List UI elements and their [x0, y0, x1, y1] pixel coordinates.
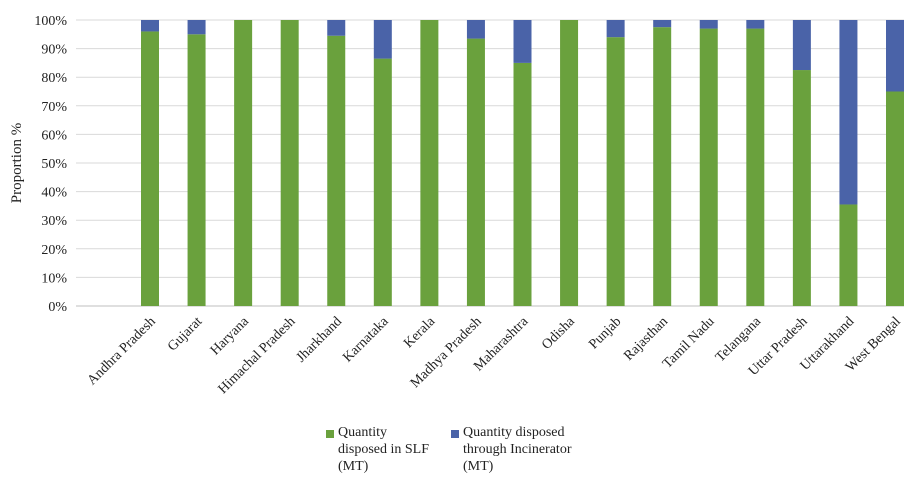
bar-segment-slf	[839, 204, 858, 306]
bar-segment-incinerator	[513, 20, 532, 63]
y-tick-label: 10%	[41, 271, 67, 286]
bar-segment-slf	[234, 20, 253, 306]
legend-item-slf: Quantity disposed in SLF (MT)	[326, 424, 429, 475]
legend-swatch-incinerator	[451, 430, 460, 438]
bar-segment-incinerator	[606, 20, 625, 38]
bar-segment-incinerator	[699, 20, 718, 29]
x-category-label: Haryana	[208, 314, 253, 359]
y-tick-label: 70%	[41, 100, 67, 115]
bar-segment-incinerator	[653, 20, 672, 28]
y-tick-label: 80%	[41, 71, 67, 86]
bar-segment-slf	[513, 62, 532, 307]
bar-segment-incinerator	[327, 20, 346, 36]
legend-label-incinerator: Quantity disposed through Incinerator (M…	[463, 425, 572, 474]
legend-item-incinerator: Quantity disposed through Incinerator (M…	[451, 424, 571, 475]
gridlines	[76, 19, 904, 307]
bar-segment-incinerator	[886, 20, 904, 92]
y-tick-label: 0%	[48, 300, 67, 315]
bar-segment-slf	[699, 28, 718, 307]
bar-segment-slf	[280, 20, 299, 306]
bar-segment-slf	[466, 38, 485, 307]
bar-segment-slf	[653, 27, 672, 307]
x-category-label: Gujarat	[165, 314, 205, 354]
legend: Quantity disposed in SLF (MT) Quantity d…	[326, 424, 571, 475]
bar-segment-incinerator	[373, 20, 392, 59]
y-tick-label: 100%	[34, 14, 67, 29]
bar-segment-slf	[141, 31, 159, 306]
x-category-label: Karnataka	[340, 314, 392, 366]
bar-segment-slf	[792, 70, 811, 306]
bar-segment-slf	[560, 20, 579, 306]
bars	[141, 20, 904, 307]
y-tick-label: 30%	[41, 214, 67, 229]
bar-segment-slf	[606, 37, 625, 306]
x-category-label: Kerala	[401, 314, 439, 352]
y-axis-ticks: 0% 10% 20% 30% 40% 50% 60% 70% 80% 90% 100%	[34, 14, 67, 315]
x-category-label: Punjab	[586, 314, 624, 352]
bar-segment-incinerator	[792, 20, 811, 71]
y-tick-label: 40%	[41, 186, 67, 201]
bar-segment-slf	[327, 35, 346, 306]
bar-segment-slf	[746, 28, 765, 307]
y-axis-label: Proportion %	[9, 123, 25, 203]
x-category-label: Andhra Pradesh	[85, 314, 159, 388]
bar-segment-incinerator	[141, 20, 159, 32]
y-tick-label: 60%	[41, 128, 67, 143]
legend-label-slf: Quantity disposed in SLF (MT)	[338, 425, 430, 474]
legend-swatch-slf	[326, 430, 334, 438]
y-tick-label: 90%	[41, 43, 67, 58]
bar-segment-incinerator	[746, 20, 765, 29]
bar-segment-slf	[187, 34, 206, 307]
x-category-label: Jharkhand	[294, 314, 345, 365]
y-tick-label: 20%	[41, 243, 67, 258]
bar-segment-incinerator	[839, 20, 858, 205]
bar-segment-incinerator	[187, 20, 206, 35]
y-tick-label: 50%	[41, 157, 67, 172]
bar-segment-slf	[886, 91, 904, 306]
bar-segment-slf	[420, 20, 439, 306]
bar-segment-slf	[373, 58, 392, 306]
bar-segment-incinerator	[466, 20, 485, 39]
x-category-label: Odisha	[539, 314, 578, 353]
